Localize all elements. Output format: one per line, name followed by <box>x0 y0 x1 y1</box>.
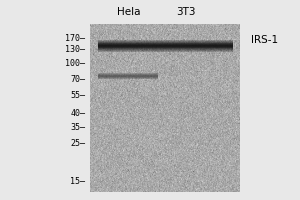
Text: 25—: 25— <box>70 139 86 148</box>
Text: 55—: 55— <box>70 91 86 100</box>
Text: 15—: 15— <box>70 176 86 186</box>
Text: 35—: 35— <box>70 123 86 132</box>
Text: 3T3: 3T3 <box>176 7 196 17</box>
Text: 100—: 100— <box>65 58 86 68</box>
Text: 40—: 40— <box>70 109 86 118</box>
Text: 170—: 170— <box>65 34 86 43</box>
Text: 70—: 70— <box>70 75 86 84</box>
Text: Hela: Hela <box>117 7 141 17</box>
Text: 130—: 130— <box>65 45 86 54</box>
Text: IRS-1: IRS-1 <box>250 35 278 45</box>
